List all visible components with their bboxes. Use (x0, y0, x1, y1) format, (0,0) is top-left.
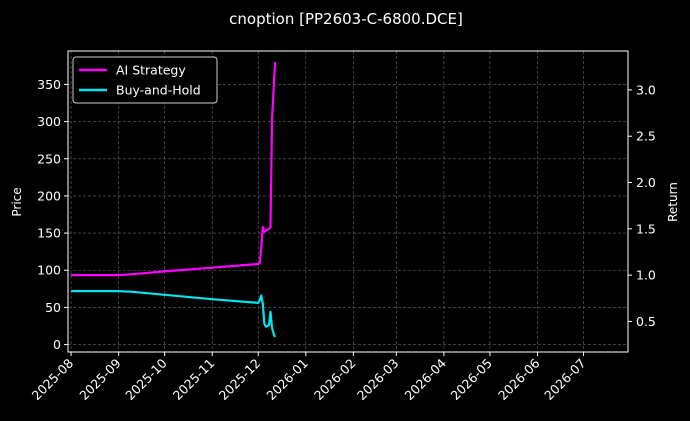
y-tick-label-left: 200 (37, 188, 61, 203)
y-tick-label-left: 100 (37, 263, 61, 278)
plot-frame (67, 50, 629, 353)
series-line-ai-strategy (71, 62, 277, 277)
y-axis-label-right: Return (666, 182, 680, 222)
y-tick-label-right: 2.5 (636, 129, 656, 144)
legend: AI Strategy Buy-and-Hold (72, 56, 218, 104)
legend-label-ai-strategy: AI Strategy (116, 63, 186, 78)
y-tick-label-left: 250 (37, 151, 61, 166)
y-tick-label-left: 0 (53, 337, 61, 352)
legend-label-buy-and-hold: Buy-and-Hold (116, 83, 201, 98)
y-tick-label-right: 1.0 (636, 268, 656, 283)
y-tick-label-right: 3.0 (636, 82, 656, 97)
y-tick-label-right: 2.0 (636, 175, 656, 190)
y-tick-label-right: 0.5 (636, 314, 656, 329)
chart-title: cnoption [PP2603-C-6800.DCE] (229, 10, 463, 28)
y-tick-label-left: 150 (37, 226, 61, 241)
y-tick-label-left: 300 (37, 114, 61, 129)
series-layer (71, 62, 277, 338)
y-tick-label-right: 1.5 (636, 221, 656, 236)
y-axis-label-left: Price (10, 187, 24, 216)
legend-box (72, 56, 218, 104)
series-line-buy-and-hold (71, 290, 277, 338)
y-tick-label-left: 350 (37, 77, 61, 92)
y-tick-label-left: 50 (45, 300, 61, 315)
